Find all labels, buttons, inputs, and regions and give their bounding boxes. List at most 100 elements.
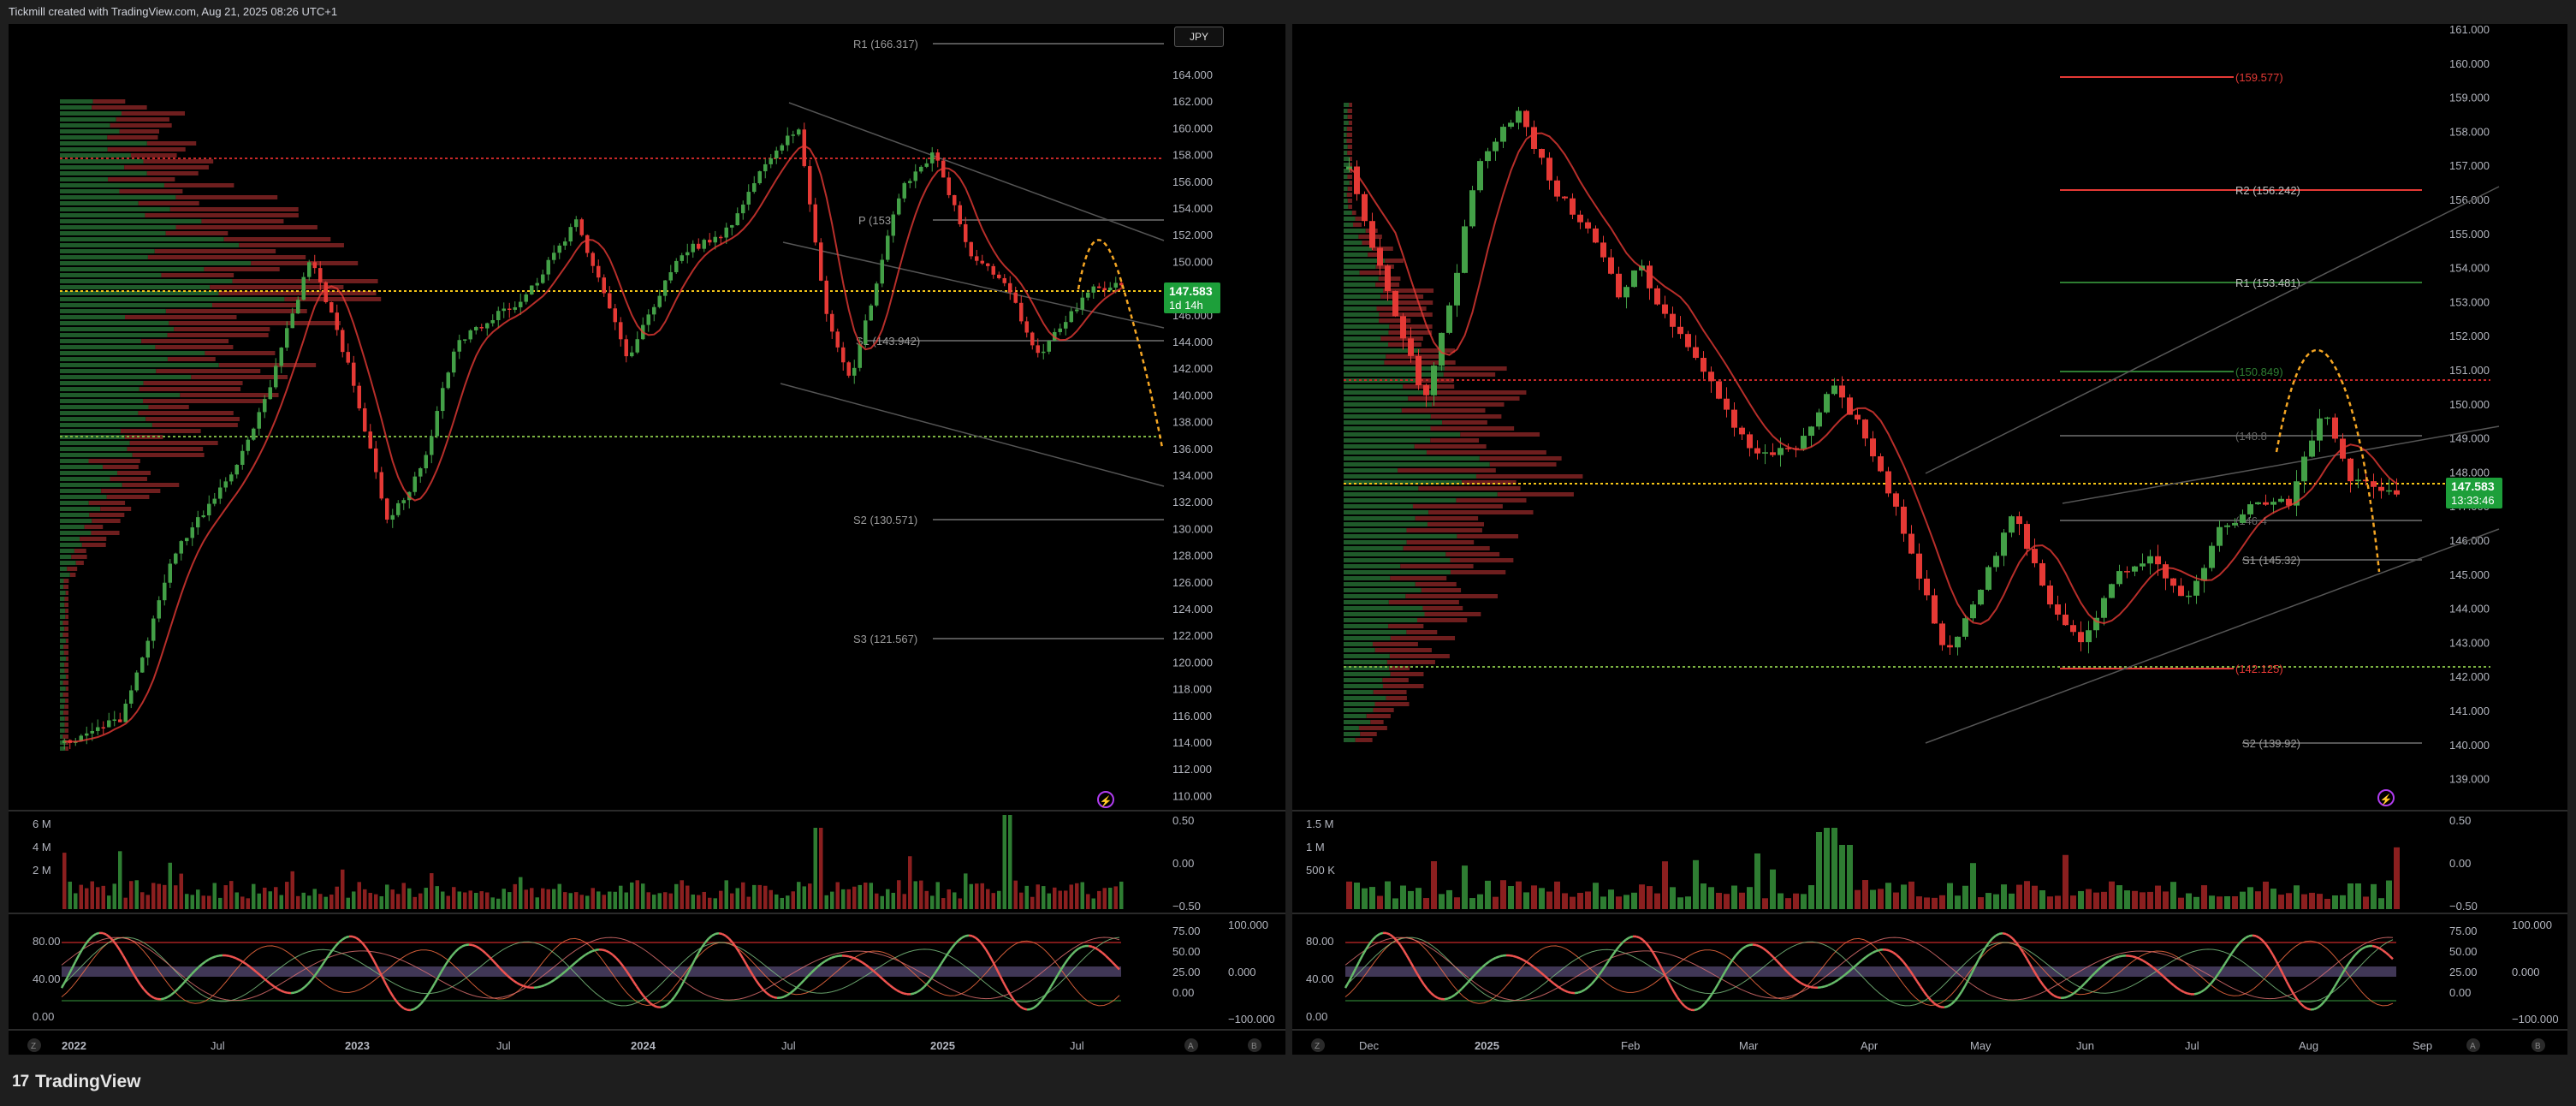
stoch-k-line: [2389, 954, 2394, 960]
stoch-k-line: [2271, 954, 2278, 962]
moving-average-line: [64, 144, 1122, 743]
volume-bar: [869, 883, 873, 909]
stoch-k-line: [1081, 944, 1086, 948]
stoch-k-line: [239, 959, 244, 963]
stoch-k-line: [1095, 947, 1100, 952]
stoch-k-line: [588, 949, 593, 954]
stoch-k-line: [1659, 965, 1665, 973]
volume-bar: [530, 888, 534, 909]
volume-profile-bar: [1344, 456, 1480, 461]
volume-bar: [285, 882, 289, 909]
stoch-k-line: [2258, 937, 2264, 942]
stoch-k-line: [817, 962, 822, 967]
candle: [157, 600, 161, 619]
candle: [1385, 265, 1391, 291]
stoch-k-line: [362, 942, 367, 949]
volume-bar: [1392, 898, 1398, 909]
volume-profile-bar: [60, 159, 144, 164]
volume-profile-bar: [146, 171, 199, 175]
stoch-k-line: [2180, 989, 2185, 994]
tradingview-brand[interactable]: 17 TradingView: [12, 1072, 140, 1092]
currency-button[interactable]: JPY: [1174, 27, 1224, 47]
volume-bar: [980, 883, 984, 909]
stoch-k-line: [994, 967, 1001, 976]
volume-bar: [2093, 892, 2099, 909]
volume-bar: [635, 880, 639, 909]
stoch-k-line: [2275, 960, 2282, 969]
stoch-k-line: [1837, 976, 1843, 981]
stoch-k-line: [2084, 978, 2089, 984]
stoch-k-line: [519, 984, 525, 988]
volume-bar: [1446, 889, 1452, 909]
candle: [1446, 305, 1452, 333]
right-chart-canvas[interactable]: 161.000160.000159.000158.000157.000156.0…: [1292, 24, 2567, 1055]
stoch-k-line: [595, 948, 600, 952]
volume-profile-bar: [60, 303, 212, 307]
candle: [619, 322, 623, 340]
candle: [1523, 110, 1529, 128]
right-chart-panel[interactable]: 161.000 160.000 159.000 158.000 157.000 156.0…: [1292, 24, 2567, 1055]
stoch-k-line: [1600, 965, 1607, 972]
candle: [741, 204, 745, 214]
volume-profile-bar: [138, 201, 199, 205]
pane-button[interactable]: [1311, 1038, 1325, 1052]
stoch-k-line: [1865, 954, 1870, 959]
stoch-k-line: [1008, 993, 1015, 1000]
candle: [234, 464, 239, 475]
price-axis-label: 159.000: [2449, 92, 2490, 104]
candle: [2047, 585, 2053, 605]
volume-profile-bar: [119, 189, 183, 193]
stoch-k-line: [489, 956, 494, 962]
stoch-k-line: [619, 960, 624, 967]
candle: [2347, 458, 2353, 482]
lightning-icon[interactable]: ⚡: [1097, 791, 1114, 808]
volume-profile-bar: [1344, 486, 1419, 491]
stoch-k-line: [215, 954, 220, 958]
volume-bar: [2394, 847, 2400, 909]
volume-profile-bar: [1379, 318, 1411, 323]
volume-profile-bar: [1344, 354, 1386, 359]
volume-bar: [686, 885, 690, 909]
candle: [775, 150, 779, 158]
stoch-k-line: [920, 985, 925, 991]
stoch-line: [1344, 937, 2394, 1002]
pane-button[interactable]: [1184, 1038, 1198, 1052]
volume-bar: [1770, 869, 1776, 909]
stoch-k-line: [581, 954, 586, 959]
volume-profile-bar: [1426, 450, 1546, 455]
stoch-k-line: [585, 951, 590, 956]
volume-bar: [496, 898, 501, 909]
volume-profile-bar: [1344, 163, 1350, 167]
pivot-label: (150.849): [2235, 366, 2283, 378]
volume-profile-bar: [161, 273, 234, 277]
price-axis-label: 150.000: [2449, 398, 2490, 411]
volume-profile-bar: [60, 477, 110, 481]
pane-button[interactable]: [2531, 1038, 2545, 1052]
volume-profile-bar: [60, 333, 168, 337]
candle: [396, 502, 401, 515]
stoch-k-line: [1727, 960, 1734, 966]
stoch-k-line: [2204, 985, 2209, 991]
pane-button[interactable]: [27, 1038, 41, 1052]
volume-profile-bar: [65, 740, 68, 745]
volume-bar: [858, 884, 862, 909]
left-chart-canvas[interactable]: 164.000162.000160.000158.000156.000154.0…: [9, 24, 1285, 1055]
stoch-k-line: [927, 978, 932, 984]
volume-profile-bar: [60, 459, 89, 463]
volume-bar: [1554, 881, 1560, 909]
stoch-k-line: [400, 1005, 405, 1010]
volume-profile-bar: [1415, 582, 1457, 586]
pane-button[interactable]: [1248, 1038, 1261, 1052]
volume-profile-bar: [60, 345, 156, 349]
volume-profile-bar: [1374, 648, 1432, 652]
candle: [479, 327, 484, 329]
volume-profile-bar: [1348, 205, 1352, 209]
volume-bar: [490, 897, 495, 909]
stoch-k-line: [882, 978, 887, 984]
lightning-icon[interactable]: ⚡: [2377, 789, 2395, 806]
left-chart-panel[interactable]: 164.000 162.000 160.000 158.000 156.000 154.0…: [9, 24, 1285, 1055]
pane-button[interactable]: [2466, 1038, 2480, 1052]
price-axis-label: 126.000: [1172, 576, 1213, 589]
volume-profile-bar: [60, 453, 133, 457]
stoch-k-line: [828, 956, 833, 960]
